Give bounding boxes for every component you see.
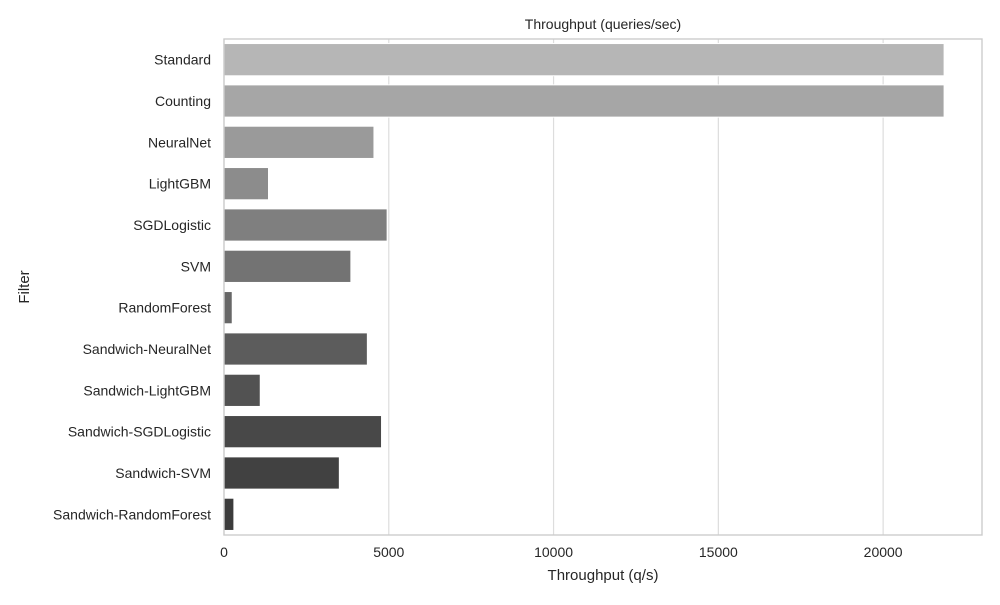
y-tick-label: Counting [155, 93, 211, 109]
y-tick-label: Standard [154, 52, 211, 68]
x-tick-label: 20000 [864, 544, 903, 560]
bar-sandwich-sgdlogistic [223, 415, 383, 449]
bar-randomforest [223, 291, 233, 325]
y-tick-label: Sandwich-SGDLogistic [68, 424, 211, 440]
x-axis-label: Throughput (q/s) [548, 567, 659, 584]
y-tick-label: Sandwich-LightGBM [83, 382, 211, 398]
y-tick-label: SGDLogistic [133, 217, 211, 233]
chart-title: Throughput (queries/sec) [525, 16, 681, 32]
x-tick-label: 0 [220, 544, 228, 560]
y-tick-label: Sandwich-RandomForest [53, 506, 211, 522]
x-tick-label: 10000 [534, 544, 573, 560]
bar-standard [223, 43, 945, 77]
x-tick-labels: 0 5000 10000 15000 20000 [220, 544, 903, 560]
x-tick-label: 5000 [373, 544, 404, 560]
bar-sandwich-randomforest [223, 497, 235, 531]
y-tick-labels: Standard Counting NeuralNet LightGBM SGDLogi… [53, 52, 211, 523]
plot-frame [223, 38, 983, 536]
y-axis-label: Filter [16, 270, 33, 303]
x-tick-label: 15000 [699, 544, 738, 560]
y-tick-label: NeuralNet [148, 134, 211, 150]
y-tick-label: Sandwich-NeuralNet [83, 341, 212, 357]
bar-sgdlogistic [223, 208, 388, 242]
bar-sandwich-neuralnet [223, 332, 368, 366]
y-tick-label: SVM [181, 258, 211, 274]
y-tick-label: Sandwich-SVM [115, 465, 211, 481]
bar-neuralnet [223, 125, 375, 159]
bar-sandwich-svm [223, 456, 340, 490]
bar-lightgbm [223, 167, 269, 201]
bar-svm [223, 249, 352, 283]
y-tick-label: LightGBM [149, 176, 211, 192]
bar-counting [223, 84, 945, 118]
y-tick-label: RandomForest [118, 300, 211, 316]
bars [223, 43, 945, 531]
bar-sandwich-lightgbm [223, 373, 261, 407]
